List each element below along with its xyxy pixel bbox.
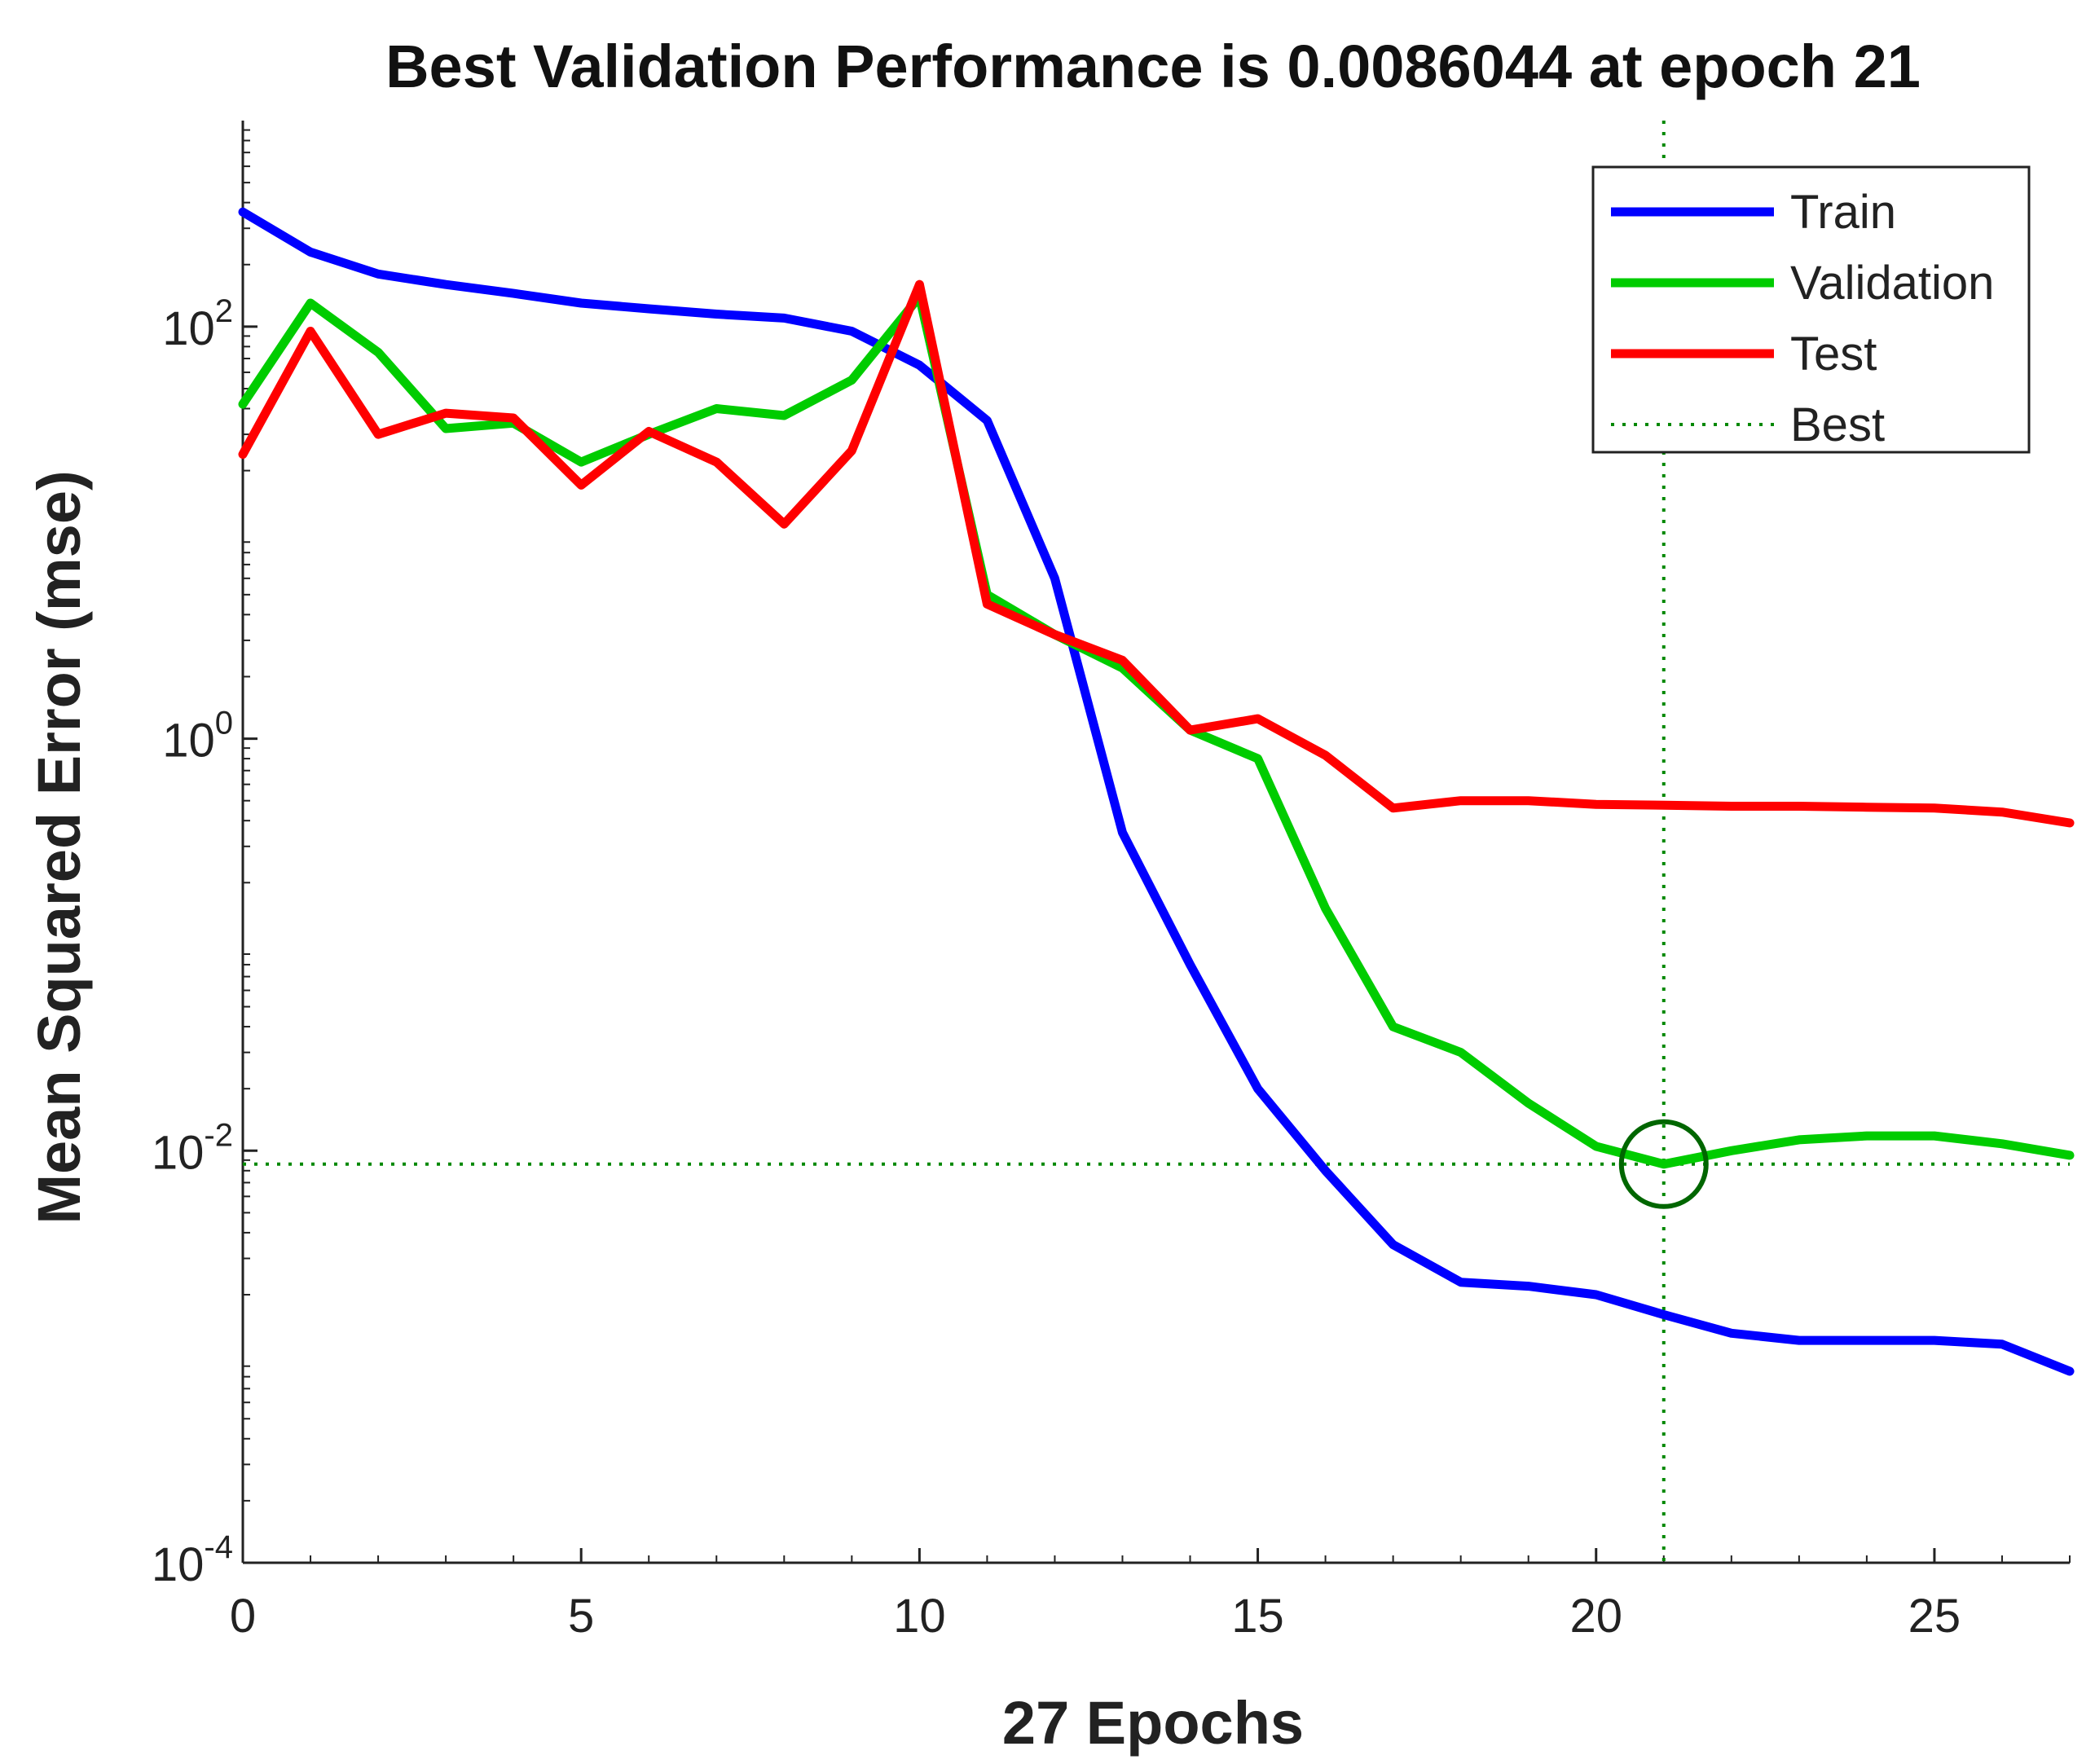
x-tick-label: 25 (1908, 1590, 1961, 1643)
x-tick-label: 10 (893, 1590, 946, 1643)
y-axis-label: Mean Squared Error (mse) (25, 470, 93, 1224)
x-tick-label: 0 (230, 1590, 256, 1643)
y-tick-label-exponent: 0 (215, 706, 233, 741)
y-tick-label-base: 10 (162, 715, 215, 768)
y-tick-label-exponent: -2 (204, 1117, 233, 1153)
legend-label-validation: Validation (1790, 257, 1994, 310)
y-tick-label: 10-4 (152, 1529, 233, 1591)
y-tick-label-exponent: -4 (204, 1529, 233, 1565)
y-tick-label-base: 10 (152, 1538, 205, 1591)
legend-label-test: Test (1790, 328, 1877, 381)
y-tick-label: 100 (162, 706, 233, 768)
x-tick-label: 5 (568, 1590, 594, 1643)
y-tick-label: 102 (162, 293, 233, 355)
y-tick-label-exponent: 2 (215, 293, 233, 329)
chart-title: Best Validation Performance is 0.0086044… (385, 33, 1921, 100)
legend-label-train: Train (1790, 186, 1896, 239)
series-line-train (238, 207, 2075, 1376)
y-tick-label: 10-2 (152, 1117, 233, 1179)
best-marker-circle (1618, 1119, 1709, 1209)
y-tick-label-base: 10 (152, 1126, 205, 1179)
x-tick-label: 15 (1231, 1590, 1284, 1643)
legend-label-best: Best (1790, 398, 1885, 451)
legend: Train Validation Test Best (1591, 165, 2031, 454)
series-line-test (238, 279, 2075, 828)
x-tick-label: 20 (1569, 1590, 1622, 1643)
y-tick-label-base: 10 (162, 302, 215, 355)
x-axis-label: 27 Epochs (1002, 1689, 1304, 1757)
